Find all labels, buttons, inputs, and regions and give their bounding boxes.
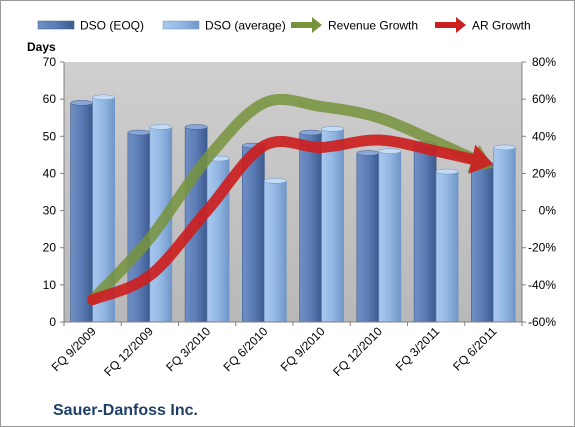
bar-dso-average [378,148,402,323]
y2-tick-label: 20% [532,166,556,180]
legend-label-avg: DSO (average) [205,19,286,33]
bar-dso-eoq [356,150,380,323]
y-tick-label: 20 [43,241,57,255]
x-tick-label: FQ 12/2009 [101,324,156,379]
company-name: Sauer-Danfoss Inc. [53,402,198,419]
y2-tick-label: -60% [528,315,556,329]
x-tick-label: FQ 12/2010 [330,324,385,379]
y-axis-ticks: 0 10 20 30 40 50 60 70 [43,55,64,329]
bar-dso-eoq [413,140,437,323]
y2-tick-label: 40% [532,129,556,143]
x-tick-label: FQ 3/2011 [393,324,443,374]
legend-arrow-ar [435,17,466,33]
bar-dso-eoq [127,129,151,323]
legend: DSO (EOQ) DSO (average) Revenue Growth A… [37,17,531,33]
bar-dso-average [264,178,287,323]
ar-growth-line [87,134,494,306]
legend-swatch-avg [162,20,200,30]
y-tick-label: 50 [43,129,57,143]
legend-swatch-eoq [37,20,75,30]
bar-dso-average [321,126,344,323]
bar-dso-eoq [70,100,93,323]
x-tick-label: FQ 9/2010 [278,324,328,374]
legend-item-revenue: Revenue Growth [291,17,418,33]
legend-label-revenue: Revenue Growth [328,19,418,33]
legend-item-avg: DSO (average) [162,19,286,33]
x-tick-label: FQ 6/2010 [221,324,271,374]
y-tick-label: 70 [43,55,57,69]
y-axis-title: Days [27,40,56,54]
x-tick-label: FQ 3/2010 [163,324,213,374]
bar-dso-average [493,144,516,323]
bar-dso-average [435,168,459,323]
y2-tick-label: 60% [532,92,556,106]
y-tick-label: 10 [43,278,57,292]
bars [70,94,516,323]
legend-label-ar: AR Growth [472,19,531,33]
x-tick-label: FQ 6/2011 [450,324,500,374]
y2-axis-ticks: -60% -40% -20% 0% 20% 40% 60% 80% [522,55,556,329]
growth-lines [87,93,494,306]
bar-dso-eoq [471,161,494,323]
y2-tick-label: -40% [528,278,556,292]
legend-label-eoq: DSO (EOQ) [80,19,144,33]
x-axis-ticks: FQ 9/2009 FQ 12/2009 FQ 3/2010 FQ 6/2010 FQ … [49,322,523,379]
y2-tick-label: 80% [532,55,556,69]
y2-tick-label: 0% [539,204,557,218]
y-tick-label: 40 [43,166,57,180]
legend-item-eoq: DSO (EOQ) [37,19,144,33]
legend-item-ar: AR Growth [435,17,531,33]
y-tick-label: 60 [43,92,57,106]
y2-tick-label: -20% [528,241,556,255]
legend-arrow-revenue [291,17,322,33]
bar-dso-eoq [299,129,322,323]
y-tick-label: 30 [43,204,57,218]
x-tick-label: FQ 9/2009 [49,324,99,374]
y-tick-label: 0 [49,315,56,329]
